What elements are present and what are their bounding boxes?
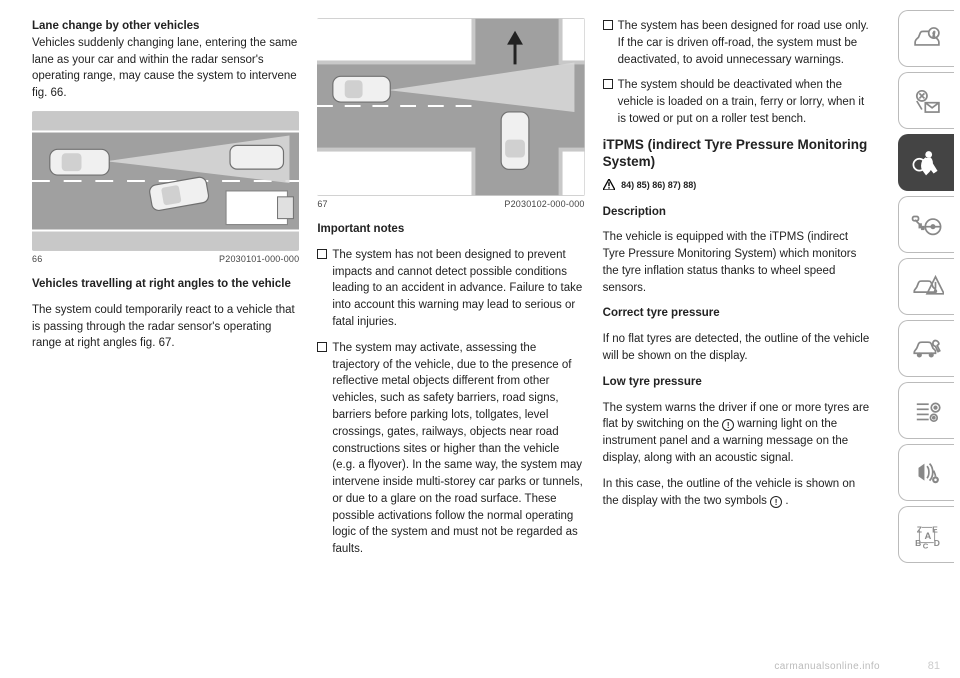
col3-heading-2: Correct tyre pressure [603,305,870,322]
tab-alpha-index[interactable]: Z E B D A C [898,506,954,563]
fig67-num: 67 [317,198,327,211]
content-area: Lane change by other vehicles Vehicles s… [32,18,870,630]
square-bullet-icon [317,342,327,352]
text-columns: Lane change by other vehicles Vehicles s… [32,18,870,630]
manual-page: Lane change by other vehicles Vehicles s… [0,0,960,678]
tyre-warning-icon: ! [722,419,734,431]
warning-triangle-icon [603,179,615,194]
col2-bullet-2: The system may activate, assessing the t… [317,340,584,558]
square-bullet-icon [603,20,613,30]
figure-67-caption: 67 P2030102-000-000 [317,198,584,211]
itpms-title: iTPMS (indirect Tyre Pressure Monitoring… [603,137,870,171]
warning-refs: 84) 85) 86) 87) 88) [603,179,870,194]
svg-text:A: A [924,531,931,541]
tab-safety-airbag[interactable] [898,134,954,191]
col3-para-2: If no flat tyres are detected, the outli… [603,331,870,365]
col2-heading-1: Important notes [317,221,584,238]
col3-para-1: The vehicle is equipped with the iTPMS (… [603,229,870,296]
section-tabs: i [898,10,960,563]
page-number: 81 [928,660,940,672]
column-2: 67 P2030102-000-000 Important notes The … [317,18,584,630]
square-bullet-icon [603,79,613,89]
col1-heading-2: Vehicles travelling at right angles to t… [32,276,299,293]
col3-bullet-2: The system should be deactivated when th… [603,77,870,127]
tab-settings-list[interactable] [898,382,954,439]
tab-car-info[interactable]: i [898,10,954,67]
col3-bullet-1: The system has been designed for road us… [603,18,870,68]
figure-66 [32,111,299,251]
svg-text:i: i [932,29,934,38]
tab-emergency[interactable] [898,258,954,315]
svg-text:E: E [932,524,938,534]
fig67-code: P2030102-000-000 [504,198,584,211]
figure-67 [317,18,584,196]
square-bullet-icon [317,249,327,259]
col3-heading-1: Description [603,204,870,221]
tab-display-mail[interactable] [898,72,954,129]
column-1: Lane change by other vehicles Vehicles s… [32,18,299,630]
column-3: The system has been designed for road us… [603,18,870,630]
tab-key-steering[interactable] [898,196,954,253]
fig66-num: 66 [32,253,42,266]
col1-heading-1: Lane change by other vehicles [32,20,199,32]
tab-service[interactable] [898,320,954,377]
watermark: carmanualsonline.info [774,661,880,672]
figure-66-caption: 66 P2030101-000-000 [32,253,299,266]
tab-audio-nav[interactable] [898,444,954,501]
col3-heading-3: Low tyre pressure [603,374,870,391]
col1-para-2: The system could temporarily react to a … [32,302,299,352]
col3-para-4: In this case, the outline of the vehicle… [603,476,870,510]
col3-para-3: The system warns the driver if one or mo… [603,400,870,467]
col1-para-1: Vehicles suddenly changing lane, enterin… [32,37,297,99]
tyre-warning-icon: ! [770,496,782,508]
col2-bullet-1: The system has not been designed to prev… [317,247,584,331]
fig66-code: P2030101-000-000 [219,253,299,266]
